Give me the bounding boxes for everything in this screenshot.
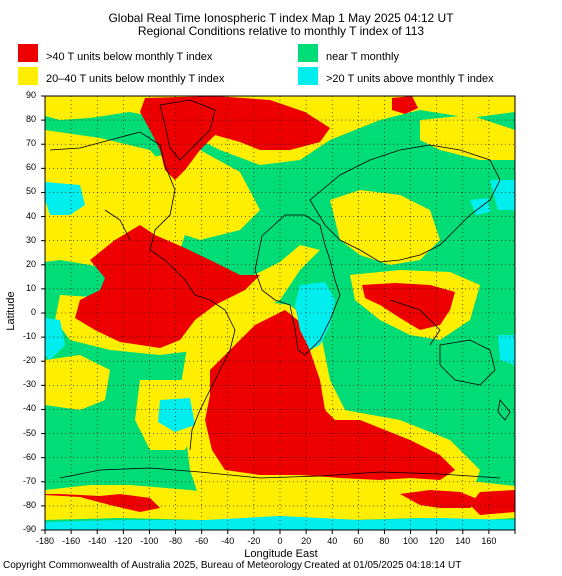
legend-label-yellow: 20–40 T units below monthly T index xyxy=(46,73,225,85)
y-tick-label: 60 xyxy=(25,162,36,173)
x-tick-label: 60 xyxy=(353,536,364,546)
legend-swatch-green xyxy=(298,44,318,62)
y-tick-label: 70 xyxy=(25,138,36,149)
grid-lines xyxy=(45,96,515,530)
x-tick-label: 140 xyxy=(455,536,471,546)
y-tick-label: -70 xyxy=(22,475,36,486)
footer-created: Created at 01/05/2025 04:18:14 UT xyxy=(304,560,462,571)
y-tick-label: 50 xyxy=(25,186,36,197)
x-tick-label: 20 xyxy=(301,536,312,546)
y-tick-label: -80 xyxy=(22,499,36,510)
map-subtitle: Regional Conditions relative to monthly … xyxy=(137,24,425,38)
legend-swatch-yellow xyxy=(18,67,38,85)
x-tick-label: -60 xyxy=(195,536,209,546)
x-tick-label: 100 xyxy=(403,536,419,546)
x-tick-label: -100 xyxy=(140,536,159,546)
y-tick-label: 20 xyxy=(25,258,36,269)
y-tick-label: -90 xyxy=(22,524,36,534)
x-tick-label: -40 xyxy=(221,536,235,546)
x-tick-label: -120 xyxy=(114,536,133,546)
y-tick-label: -50 xyxy=(22,427,36,438)
y-tick-label: -20 xyxy=(22,355,36,366)
y-tick-label: -30 xyxy=(22,379,36,390)
y-tick-label: 10 xyxy=(25,282,36,293)
x-tick-label: 40 xyxy=(327,536,338,546)
x-tick-label: -20 xyxy=(247,536,261,546)
x-tick-label: -180 xyxy=(35,536,54,546)
x-tick-label: 120 xyxy=(429,536,445,546)
coastlines xyxy=(49,99,511,479)
x-tick-label: -140 xyxy=(88,536,107,546)
x-tick-label: -160 xyxy=(62,536,81,546)
x-tick-label: 80 xyxy=(379,536,390,546)
legend-label-red: >40 T units below monthly T index xyxy=(46,51,213,63)
y-tick-label: 0 xyxy=(30,307,36,317)
y-tick-label: -60 xyxy=(22,451,36,462)
region-cyan-group xyxy=(45,180,515,530)
legend-label-cyan: >20 T units above monthly T index xyxy=(326,73,494,85)
y-tick-label: -10 xyxy=(22,331,36,342)
axis-ticks xyxy=(41,95,516,534)
y-tick-label: 80 xyxy=(25,114,36,125)
map-title: Global Real Time Ionospheric T index Map… xyxy=(108,11,454,25)
legend-swatch-cyan xyxy=(298,67,318,85)
legend-swatch-red xyxy=(18,44,38,62)
y-tick-label: 30 xyxy=(25,234,36,245)
x-tick-label: 0 xyxy=(277,536,283,546)
y-tick-label: 90 xyxy=(25,90,36,100)
legend-label-green: near T monthly xyxy=(326,51,399,63)
y-axis-title: Latitude xyxy=(5,291,17,331)
y-tick-label: -40 xyxy=(22,403,36,414)
footer-copyright: Copyright Commonwealth of Australia 2025… xyxy=(3,560,303,571)
y-tick-label: 40 xyxy=(25,210,36,221)
x-axis-title: Longitude East xyxy=(244,548,318,560)
x-tick-label: 160 xyxy=(481,536,497,546)
region-red-group xyxy=(45,96,515,515)
x-tick-label: -80 xyxy=(169,536,183,546)
